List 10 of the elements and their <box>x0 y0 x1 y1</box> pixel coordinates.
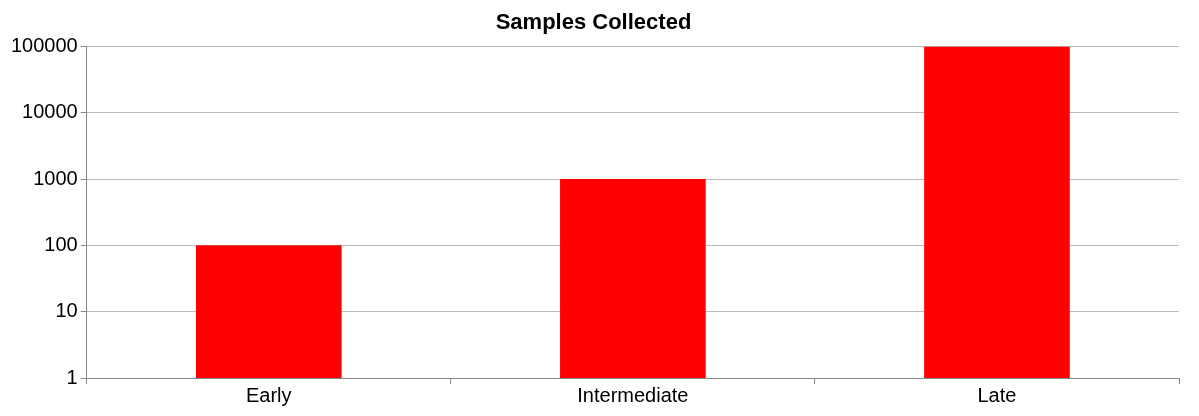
x-tick-label: Late <box>977 383 1017 406</box>
x-tick-label: Intermediate <box>577 383 689 406</box>
y-tick-label: 10000 <box>22 100 78 123</box>
y-tick-label: 100 <box>44 232 78 255</box>
y-tick-label: 1 <box>66 365 78 388</box>
y-tick-label: 1000 <box>33 166 78 189</box>
chart-title: Samples Collected <box>495 9 692 35</box>
y-tick-label: 100000 <box>10 33 78 56</box>
y-tick-label: 10 <box>55 299 78 322</box>
x-tick-label: Early <box>245 383 292 406</box>
